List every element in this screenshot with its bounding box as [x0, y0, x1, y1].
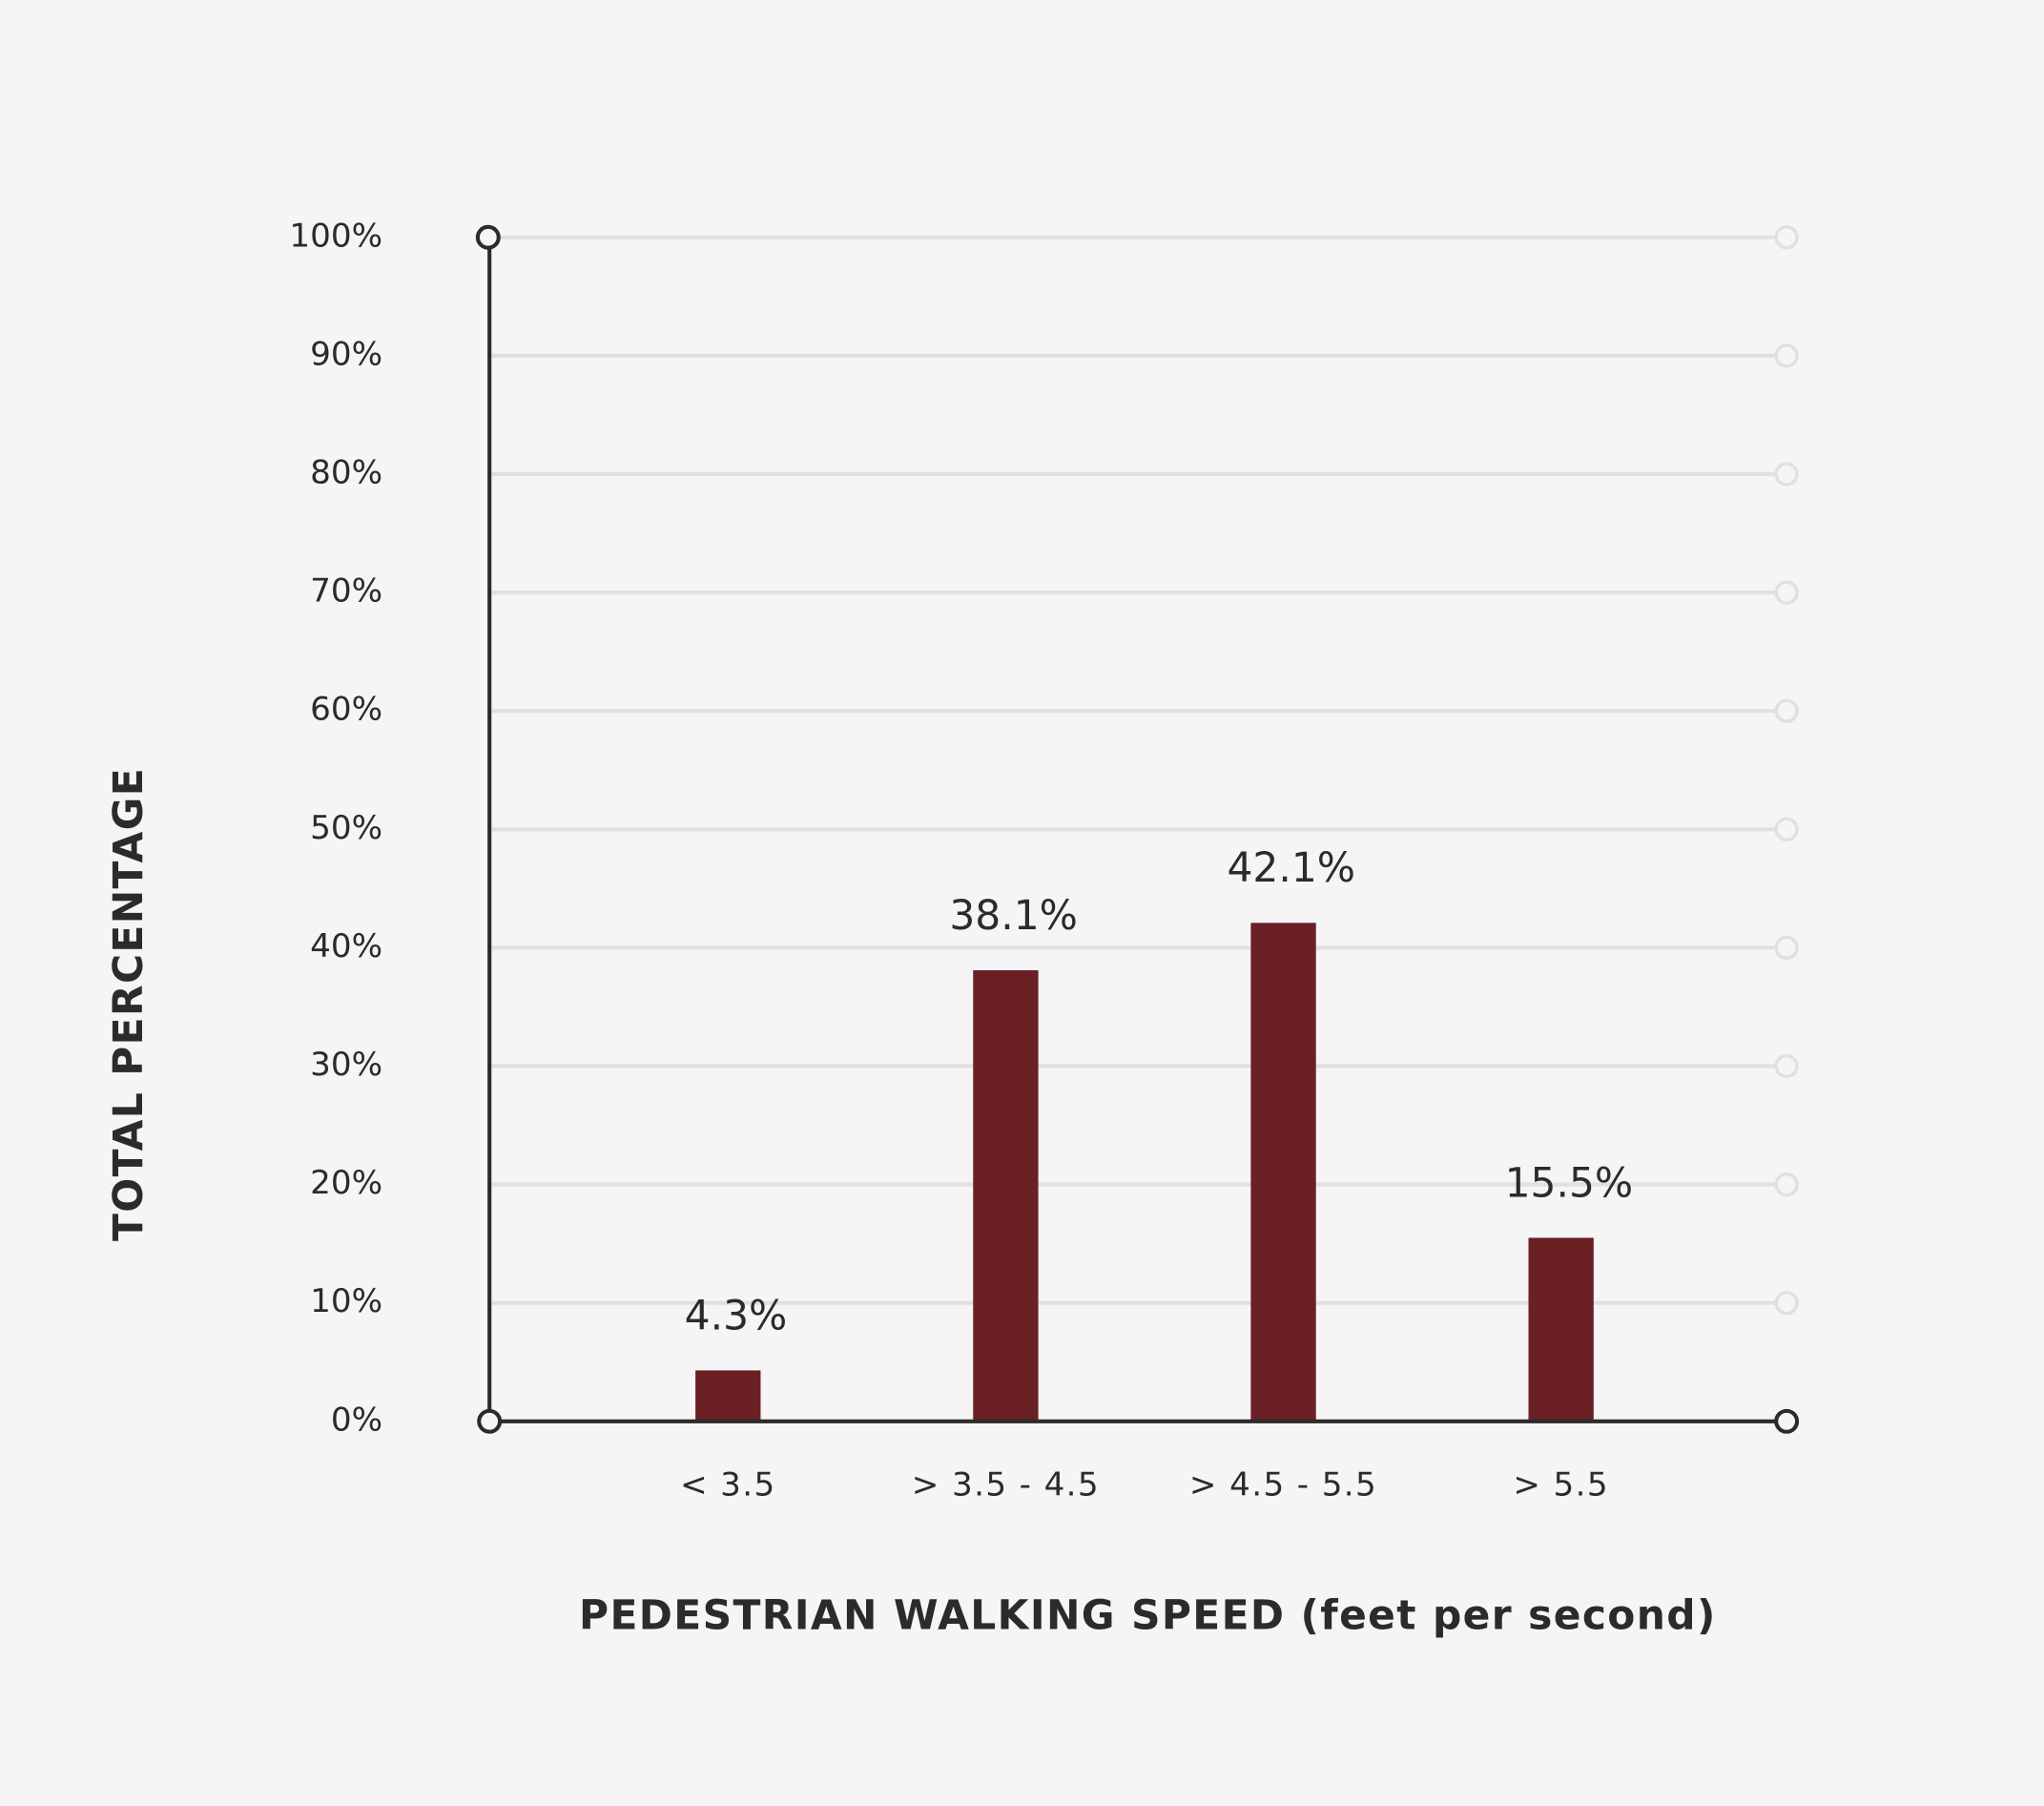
- x-tick-label: > 3.5 - 4.5: [912, 1466, 1100, 1505]
- y-tick-label: 50%: [310, 809, 382, 847]
- y-tick-label: 70%: [310, 572, 382, 611]
- axis-end: [477, 1408, 503, 1434]
- value-label: 15.5%: [1505, 1159, 1634, 1206]
- grid-end: [1774, 817, 1799, 841]
- grid-end: [1774, 1291, 1799, 1316]
- y-tick-label: 0%: [331, 1401, 382, 1439]
- value-label: 4.3%: [685, 1292, 788, 1339]
- y-tick-label: 90%: [310, 335, 382, 373]
- y-tick-label: 40%: [310, 927, 382, 965]
- y-tick-label: 30%: [310, 1046, 382, 1084]
- value-label: 42.1%: [1227, 844, 1355, 891]
- y-tick-label: 60%: [310, 691, 382, 729]
- value-label: 38.1%: [949, 892, 1078, 939]
- plot: [695, 923, 1594, 1422]
- y-tick-label: 100%: [289, 217, 382, 255]
- y-tick-label: 80%: [310, 453, 382, 491]
- grid-end: [1774, 698, 1799, 723]
- grid-end: [1774, 343, 1799, 368]
- grid-end: [1774, 1053, 1799, 1079]
- x-axis-title: PEDESTRIAN WALKING SPEED (feet per secon…: [579, 1592, 1717, 1639]
- bar: [1250, 923, 1316, 1422]
- y-tick-label: 20%: [310, 1164, 382, 1202]
- grid-end: [1774, 580, 1799, 605]
- x-tick-label: > 5.5: [1513, 1466, 1609, 1505]
- grid-end: [1774, 1172, 1799, 1197]
- grid-end: [1774, 462, 1799, 487]
- y-tick-label: 10%: [310, 1282, 382, 1320]
- x-tick-label: > 4.5 - 5.5: [1189, 1466, 1377, 1505]
- axis-end: [475, 224, 501, 250]
- y-axis-title: TOTAL PERCENTAGE: [105, 767, 152, 1241]
- bar: [695, 1370, 761, 1422]
- bar: [1528, 1237, 1594, 1422]
- grid-end: [1774, 935, 1799, 961]
- grid-end: [1774, 225, 1799, 250]
- bar: [973, 969, 1039, 1422]
- x-tick-label: < 3.5: [680, 1466, 776, 1505]
- axis-end: [1774, 1408, 1800, 1434]
